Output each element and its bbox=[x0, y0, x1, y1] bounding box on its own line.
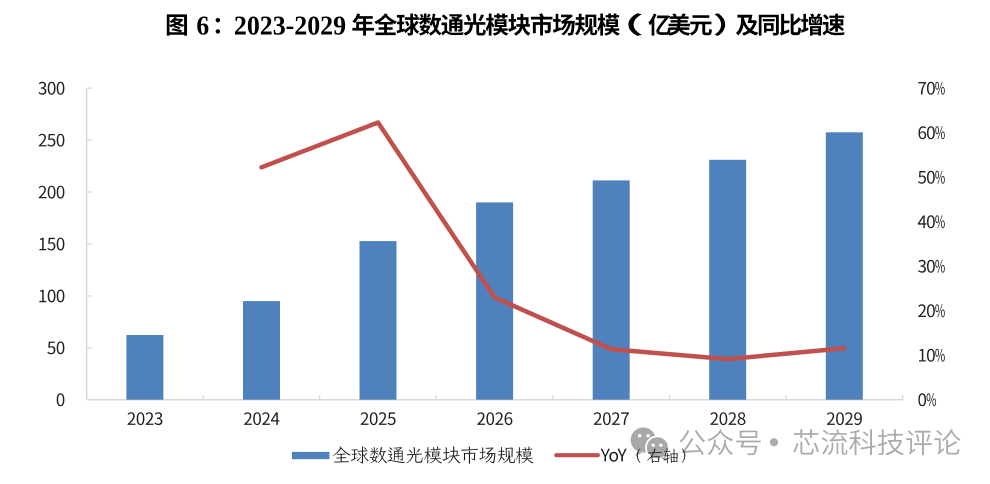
svg-text:2023-2029: 2023-2029 bbox=[234, 9, 346, 40]
svg-text:6: 6 bbox=[196, 9, 209, 40]
